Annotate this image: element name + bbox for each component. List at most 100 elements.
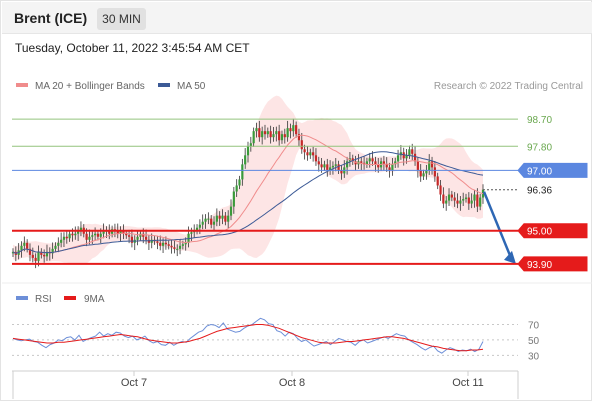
candle-body — [408, 149, 411, 156]
candle-body — [470, 200, 473, 204]
candle-body — [79, 227, 83, 231]
candle-body — [23, 242, 26, 246]
candle-body — [20, 245, 23, 251]
level-box-5 — [517, 256, 588, 272]
candle-body — [388, 167, 391, 171]
candle-body — [306, 152, 309, 156]
candle-body — [331, 165, 335, 168]
chart-timestamp: Tuesday, October 11, 2022 3:45:54 AM CET — [15, 41, 250, 55]
candle-body — [323, 164, 326, 168]
candle-body — [40, 251, 43, 255]
candle-body — [459, 200, 462, 204]
candle-body — [127, 235, 131, 237]
candle-body — [170, 245, 173, 248]
candle-body — [142, 233, 145, 237]
candle-body — [43, 254, 46, 257]
candle-body — [334, 164, 337, 166]
candle-body — [164, 242, 167, 245]
level-label-1: 97.80 — [527, 142, 552, 153]
candle-body — [198, 224, 201, 228]
candle-body — [125, 233, 128, 236]
level-label-2: 97.00 — [527, 166, 552, 177]
candle-body — [312, 152, 315, 156]
candle-body — [445, 200, 448, 204]
rsi-ma-line — [12, 324, 484, 352]
bollinger-band — [13, 95, 483, 265]
candle-body — [317, 161, 320, 165]
x-tick-label: Oct 11 — [452, 377, 484, 389]
candle-body — [396, 155, 400, 162]
candle-body — [345, 161, 349, 168]
candle-body — [297, 134, 301, 141]
candle-body — [365, 161, 369, 165]
candle-body — [314, 155, 318, 162]
candle-body — [88, 236, 91, 240]
instrument-title: Brent (ICE) — [14, 10, 88, 26]
candle-body — [161, 242, 165, 246]
candle-body — [246, 146, 250, 156]
ma50-line — [12, 151, 484, 254]
candle-body — [249, 143, 252, 147]
level-label-5: 93.90 — [527, 260, 552, 271]
candle-body — [119, 230, 122, 234]
rsi-tick-70: 70 — [528, 320, 540, 331]
candle-body — [201, 221, 204, 225]
rsi-tick-30: 30 — [528, 351, 540, 362]
candle-body — [204, 218, 207, 222]
candle-body — [195, 227, 199, 231]
candle-body — [207, 218, 210, 220]
x-axis: Oct 7 Oct 8 Oct 11 — [121, 371, 484, 389]
candle-body — [215, 215, 218, 222]
candle-body — [139, 233, 142, 237]
candle-body — [280, 134, 284, 141]
candle-body — [238, 179, 241, 186]
candle-body — [150, 239, 153, 243]
candle-body — [144, 236, 148, 240]
candle-body — [173, 247, 176, 249]
ma50-legend-label: MA 50 — [177, 81, 206, 92]
candle-body — [371, 158, 374, 162]
level-box-3 — [517, 182, 588, 198]
candle-body — [96, 233, 100, 237]
candle-body — [176, 248, 179, 250]
candle-body — [167, 244, 170, 246]
candle-body — [99, 233, 102, 237]
candle-body — [218, 215, 221, 219]
candle-body — [244, 155, 247, 165]
candle-body — [159, 242, 162, 246]
candle-body — [108, 230, 111, 234]
candle-body — [292, 125, 295, 132]
candle-body — [45, 251, 49, 257]
candle-body — [351, 158, 354, 162]
candle-body — [116, 230, 119, 234]
candle-body — [326, 164, 329, 171]
level-label-4: 95.00 — [527, 227, 552, 238]
rsi-line — [12, 317, 484, 354]
ma20-legend-swatch — [16, 83, 28, 87]
forecast-arrow-head — [504, 250, 516, 264]
candle-body — [31, 254, 34, 258]
candle-body — [232, 191, 235, 207]
candle-body — [227, 215, 230, 222]
candle-body — [122, 230, 125, 234]
timeframe-button[interactable]: 30 MIN — [97, 8, 146, 30]
candle-body — [283, 134, 286, 138]
level-box-4 — [517, 223, 588, 239]
candle-body — [102, 230, 105, 234]
candle-body — [416, 161, 419, 171]
candle-body — [65, 236, 68, 239]
candle-body — [467, 197, 470, 204]
rsi-ma-legend-label: 9MA — [84, 294, 105, 305]
candle-body — [464, 197, 468, 200]
level-lines: 98.70 97.80 97.00 96.36 95.00 93.90 — [12, 115, 588, 272]
candle-body — [77, 230, 80, 234]
candle-body — [11, 251, 15, 254]
ma20-line — [12, 134, 484, 254]
level-box-2 — [517, 162, 588, 178]
candle-body — [433, 167, 436, 177]
candle-body — [303, 149, 306, 153]
candle-body — [286, 128, 289, 138]
rsi-ma-legend-swatch — [64, 296, 76, 300]
candle-body — [309, 152, 312, 156]
